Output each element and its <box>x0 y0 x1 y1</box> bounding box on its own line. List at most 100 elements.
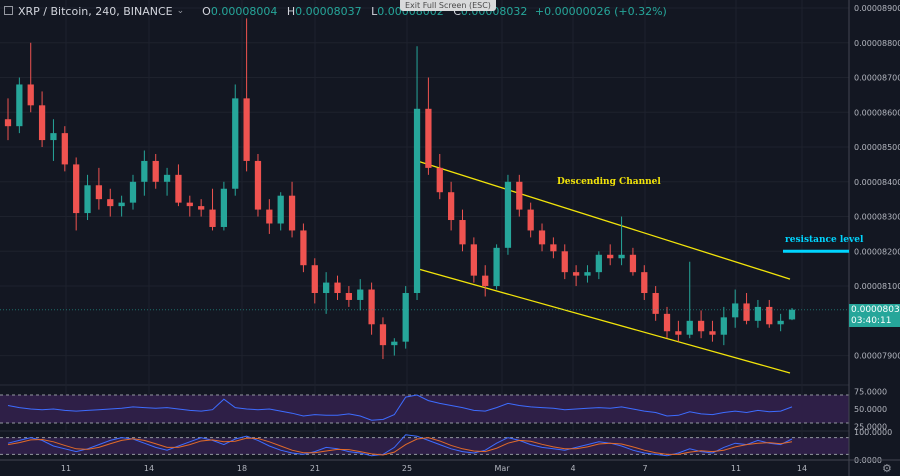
candle <box>516 181 523 210</box>
time-axis[interactable]: 11 14 18 21 25 Mar 4 7 11 14 <box>0 459 900 473</box>
open-value: 0.00008004 <box>210 4 278 18</box>
candle <box>584 272 591 276</box>
candle <box>141 160 148 182</box>
time-tick-label: 18 <box>237 464 247 473</box>
time-tick-label: 11 <box>61 464 71 473</box>
candle <box>743 303 750 321</box>
rsi-tick-label: 25.0000 <box>854 423 887 432</box>
gear-icon[interactable]: ⚙ <box>882 462 892 475</box>
close-label: C <box>453 4 461 18</box>
stoch-k-line <box>7 434 793 457</box>
price-tick-label: 0.00008400 <box>854 178 900 187</box>
candle <box>595 254 602 273</box>
time-tick-label: Mar <box>494 464 510 473</box>
candle <box>50 133 57 141</box>
indicator-lines <box>7 394 793 457</box>
candle <box>368 289 375 325</box>
candle <box>152 160 159 182</box>
candle <box>538 230 546 245</box>
candle <box>209 209 216 227</box>
low-label: L <box>371 4 378 18</box>
channel-lower-line <box>416 268 791 374</box>
time-tick-label: 7 <box>642 464 647 473</box>
time-tick-label: 25 <box>402 464 412 473</box>
candle <box>163 174 171 182</box>
candle <box>675 331 682 335</box>
candlestick-series <box>4 18 796 360</box>
candle <box>436 167 443 193</box>
candle <box>334 282 341 294</box>
candle <box>27 84 34 106</box>
candle <box>345 293 352 300</box>
candle <box>618 254 625 259</box>
resistance-label: resistance level <box>785 235 864 245</box>
current-price-tag: 0.00008032 <box>849 303 900 316</box>
candle <box>4 119 12 127</box>
candle <box>198 206 205 210</box>
change-value: +0.00000026 (+0.32%) <box>534 4 667 18</box>
time-tick-label: 11 <box>731 464 741 473</box>
candle <box>448 192 455 221</box>
price-tick-label: 0.00008100 <box>854 282 900 291</box>
price-tick-label: 0.00007900 <box>854 352 900 361</box>
candle <box>561 251 568 273</box>
candle <box>641 272 648 294</box>
stoch-d-line <box>7 437 793 456</box>
candle <box>663 313 671 332</box>
exit-fullscreen-button[interactable]: Exit Full Screen (ESC) <box>400 0 496 11</box>
candle <box>118 202 125 207</box>
candle <box>709 331 716 335</box>
candle <box>482 275 489 287</box>
candle <box>300 230 307 266</box>
rsi-tick-label: 75.0000 <box>854 388 887 397</box>
symbol-title[interactable]: XRP / Bitcoin, 240, BINANCE <box>18 4 173 18</box>
collapse-icon[interactable] <box>4 6 13 15</box>
price-tick-label: 0.00008600 <box>854 108 900 117</box>
chevron-down-icon[interactable]: ⌄ <box>176 6 185 16</box>
descending-channel <box>416 160 791 374</box>
candle <box>16 84 23 127</box>
candle <box>311 265 318 294</box>
candle <box>777 320 784 325</box>
candle <box>323 282 330 294</box>
candle <box>732 303 739 318</box>
candle <box>266 209 273 224</box>
candle <box>38 105 46 141</box>
time-tick-label: 4 <box>570 464 575 473</box>
price-tick-label: 0.00008900 <box>854 4 900 13</box>
candle <box>232 98 239 189</box>
price-tick-label: 0.00008200 <box>854 247 900 256</box>
channel-upper-line <box>416 160 791 280</box>
rsi-tick-label: 50.0000 <box>854 405 887 414</box>
candle <box>527 209 534 231</box>
candle <box>175 174 182 203</box>
candle <box>572 272 580 276</box>
candle <box>766 306 773 325</box>
open-label: O <box>202 4 211 18</box>
candle <box>288 195 296 231</box>
countdown-tag: 03:40:11 <box>849 314 900 327</box>
price-tick-label: 0.00008700 <box>854 74 900 83</box>
price-tick-label: 0.00008300 <box>854 213 900 222</box>
time-tick-label: 14 <box>144 464 154 473</box>
candle <box>629 254 637 273</box>
candle <box>686 320 693 335</box>
candle <box>84 185 91 214</box>
ohlc-readout: O0.00008004 H0.00008037 L0.00008002 C0.0… <box>196 5 667 18</box>
candle <box>243 98 250 161</box>
time-tick-label: 14 <box>797 464 807 473</box>
candle <box>107 199 114 207</box>
chart-header: XRP / Bitcoin, 240, BINANCE ⌄ O0.0000800… <box>0 0 850 22</box>
candle <box>254 160 262 210</box>
grid-lines <box>0 0 849 460</box>
time-tick-label: 21 <box>310 464 320 473</box>
candle <box>459 220 466 245</box>
candle <box>607 254 614 259</box>
rsi-line <box>7 394 793 421</box>
candle <box>504 181 512 248</box>
candle <box>470 244 477 276</box>
price-tick-label: 0.00008500 <box>854 143 900 152</box>
candle <box>61 133 68 165</box>
annotations: Descending Channel resistance level <box>0 177 864 311</box>
